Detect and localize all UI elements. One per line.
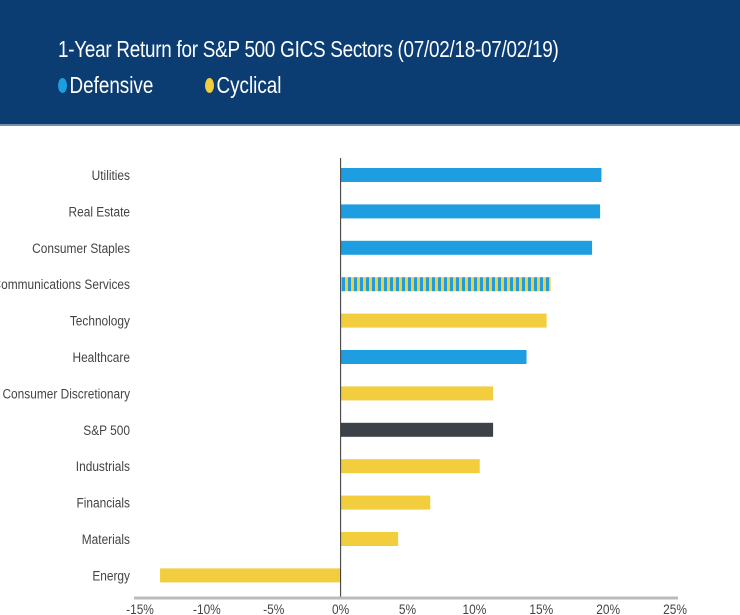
- bar-real-estate: [340, 204, 601, 219]
- x-tick-label: 10%: [462, 601, 486, 615]
- legend-label: Defensive: [69, 72, 154, 98]
- category-label: Technology: [70, 313, 131, 329]
- legend-cyclical: Cyclical: [205, 72, 281, 99]
- x-tick-label: -10%: [193, 601, 221, 615]
- x-tick-label: -15%: [126, 601, 154, 615]
- category-label: S&P 500: [83, 422, 130, 438]
- x-tick-label: 20%: [596, 601, 620, 615]
- x-tick-label: 5%: [399, 601, 417, 615]
- category-label: Utilities: [92, 167, 131, 183]
- legend-label: Cyclical: [216, 72, 282, 98]
- category-label: Real Estate: [69, 203, 130, 219]
- bar-financials: [340, 495, 431, 510]
- category-label: Communications Services: [0, 276, 130, 292]
- bar-industrials: [340, 459, 480, 474]
- bar-technology: [340, 313, 547, 328]
- bar-healthcare: [340, 350, 527, 364]
- x-tick-label: -5%: [263, 601, 285, 615]
- x-tick-label: 25%: [663, 601, 687, 615]
- bar-consumer-discretionary: [340, 386, 494, 401]
- legend-dot-icon: [58, 78, 68, 93]
- bar-consumer-staples: [340, 240, 593, 255]
- legend-dot-icon: [205, 78, 215, 93]
- category-label: Industrials: [76, 458, 131, 474]
- bar-s-p-500: [340, 422, 494, 437]
- category-label: Financials: [76, 495, 130, 511]
- x-tick-label: 0%: [332, 601, 350, 615]
- category-label: Consumer Staples: [32, 240, 130, 256]
- category-label: Healthcare: [72, 349, 130, 365]
- chart-header: 1-Year Return for S&P 500 GICS Sectors (…: [0, 0, 740, 126]
- category-label: Energy: [92, 567, 130, 583]
- bar-communications-services: [340, 277, 551, 292]
- bar-energy: [160, 568, 341, 583]
- x-tick-label: 15%: [529, 601, 553, 615]
- category-label: Materials: [82, 531, 131, 547]
- bar-materials: [340, 532, 399, 546]
- bar-utilities: [340, 168, 602, 182]
- chart-title: 1-Year Return for S&P 500 GICS Sectors (…: [58, 36, 559, 62]
- legend-defensive: Defensive: [58, 72, 153, 99]
- category-label: Consumer Discretionary: [2, 385, 130, 401]
